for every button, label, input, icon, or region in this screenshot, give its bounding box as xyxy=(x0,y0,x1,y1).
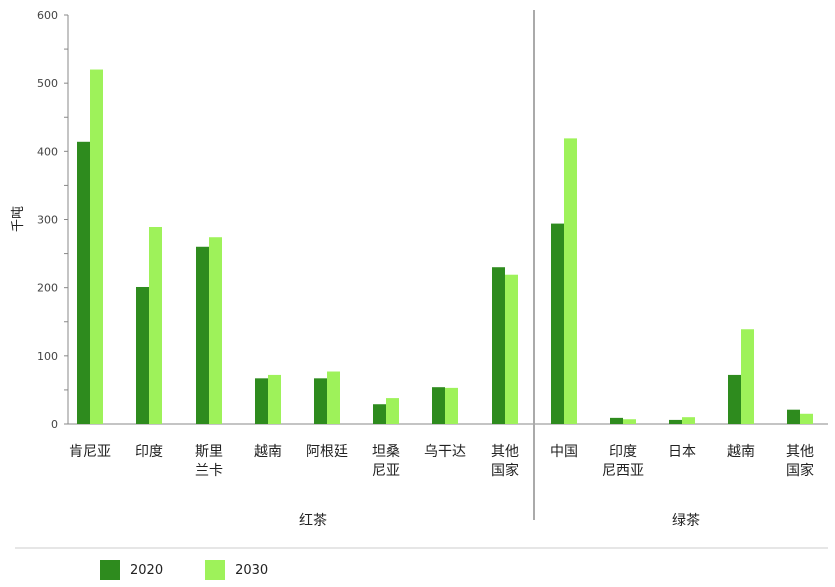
category-label: 其他 xyxy=(491,444,519,460)
bar-2030 xyxy=(327,371,340,424)
bar-2030 xyxy=(90,69,103,425)
legend-label-2020: 2020 xyxy=(130,562,164,578)
bar-2020 xyxy=(492,267,505,424)
y-tick-label: 200 xyxy=(37,282,58,295)
category-label: 坦桑 xyxy=(372,444,400,460)
legend-item-2030: 2030 xyxy=(205,560,268,580)
bar-2030 xyxy=(564,138,577,425)
category-label: 越南 xyxy=(727,444,755,460)
bar-2020 xyxy=(136,286,149,424)
category-label: 肯尼亚 xyxy=(69,444,111,460)
category-label: 尼亚 xyxy=(372,463,400,479)
bar-2020 xyxy=(432,387,445,424)
bar-2030 xyxy=(209,237,222,424)
bar-2020 xyxy=(610,417,623,424)
bar-2020 xyxy=(196,246,209,424)
bar-2020 xyxy=(314,378,327,424)
bar-2030 xyxy=(800,413,813,424)
y-tick-label: 0 xyxy=(51,418,58,431)
y-tick-label: 100 xyxy=(37,350,58,363)
category-label: 越南 xyxy=(254,444,282,460)
category-label: 乌干达 xyxy=(424,444,466,460)
bar-2020 xyxy=(669,419,682,424)
y-tick-label: 600 xyxy=(37,9,58,22)
bar-2020 xyxy=(551,223,564,424)
bar-2030 xyxy=(386,398,399,424)
bar-2020 xyxy=(77,141,90,425)
bar-2020 xyxy=(787,409,800,424)
y-tick-label: 300 xyxy=(37,214,58,227)
legend-item-2020: 2020 xyxy=(100,560,163,580)
legend: 2020 2030 xyxy=(100,560,268,580)
y-tick-label: 500 xyxy=(37,77,58,90)
legend-label-2030: 2030 xyxy=(235,562,269,578)
bar-2020 xyxy=(728,374,741,424)
category-label: 日本 xyxy=(668,444,696,460)
bar-2030 xyxy=(505,274,518,424)
category-label: 尼西亚 xyxy=(602,463,644,479)
legend-swatch-2020 xyxy=(100,560,120,580)
y-axis-label: 千吨 xyxy=(11,206,26,232)
category-label: 印度 xyxy=(609,444,637,460)
bar-2020 xyxy=(255,378,268,424)
group-label: 红茶 xyxy=(299,513,327,529)
bar-2030 xyxy=(741,329,754,424)
bar-2020 xyxy=(373,404,386,424)
y-tick-label: 400 xyxy=(37,145,58,158)
category-label: 中国 xyxy=(550,444,578,460)
category-label: 阿根廷 xyxy=(306,444,348,460)
bar-2030 xyxy=(623,419,636,424)
legend-swatch-2030 xyxy=(205,560,226,580)
category-label: 印度 xyxy=(135,444,163,460)
category-label: 兰卡 xyxy=(195,463,223,479)
bar-2030 xyxy=(445,387,458,424)
bar-2030 xyxy=(268,374,281,424)
group-label: 绿茶 xyxy=(672,513,700,529)
category-label: 斯里 xyxy=(195,444,223,460)
bar-2030 xyxy=(682,417,695,424)
category-label: 国家 xyxy=(491,462,519,479)
category-label: 其他 xyxy=(786,444,814,460)
category-label: 国家 xyxy=(786,462,814,479)
bar-2030 xyxy=(149,226,162,424)
